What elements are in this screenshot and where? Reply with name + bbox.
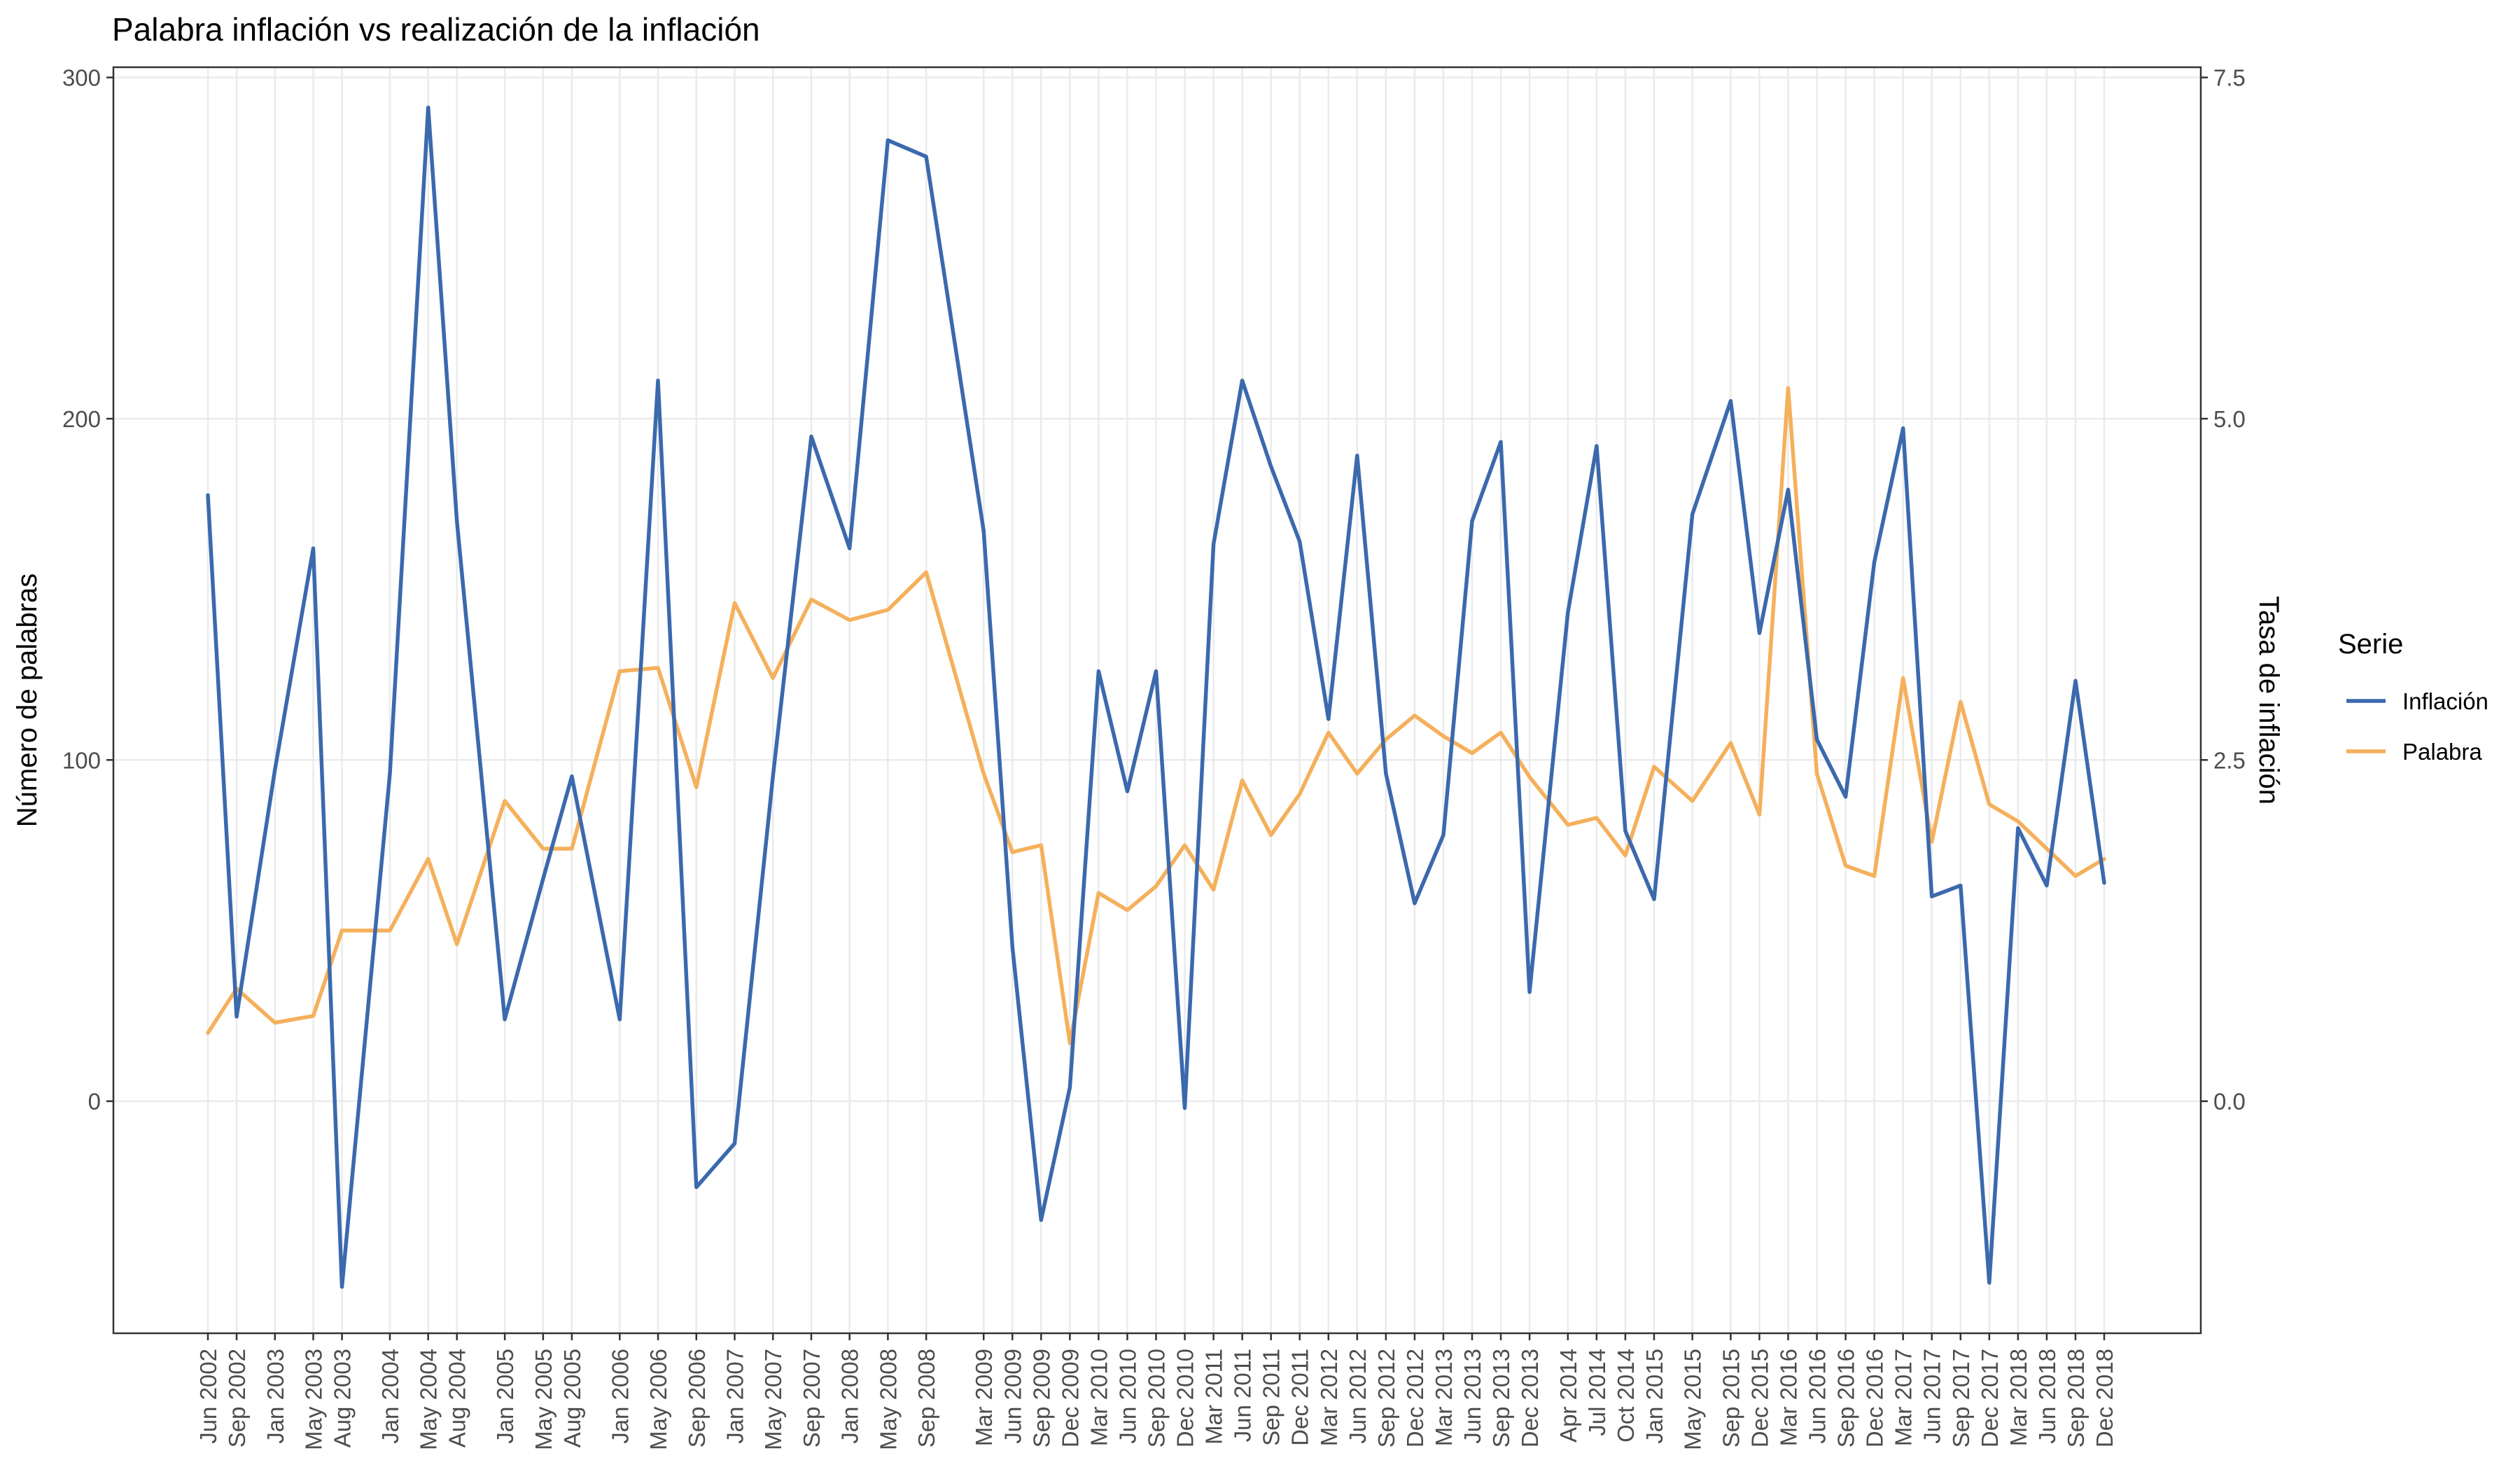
- x-tick-label: May 2015: [1680, 1349, 1706, 1450]
- chart-title: Palabra inflación vs realización de la i…: [112, 11, 760, 48]
- y-axis-label-right: Tasa de inflación: [2253, 596, 2284, 805]
- y-tick-label-right: 5.0: [2213, 406, 2246, 432]
- x-tick-label: Jun 2017: [1919, 1349, 1945, 1444]
- x-tick-label: Mar 2011: [1201, 1349, 1227, 1445]
- x-tick-label: Jan 2005: [492, 1349, 518, 1444]
- x-tick-label: Apr 2014: [1555, 1349, 1581, 1442]
- y-axis-label-left: Número de palabras: [12, 573, 43, 827]
- x-tick-label: Dec 2016: [1862, 1349, 1888, 1447]
- y-tick-label-left: 300: [62, 65, 101, 91]
- x-tick-label: Sep 2012: [1373, 1349, 1399, 1447]
- x-tick-label: Sep 2013: [1488, 1349, 1514, 1447]
- x-tick-label: Jun 2018: [2034, 1349, 2060, 1444]
- x-tick-label: Jun 2011: [1230, 1349, 1256, 1442]
- x-tick-label: Jan 2015: [1642, 1349, 1667, 1444]
- x-tick-label: May 2003: [301, 1349, 327, 1450]
- x-tick-label: Jan 2007: [722, 1349, 748, 1444]
- x-tick-label: Dec 2010: [1172, 1349, 1198, 1447]
- x-tick-label: Mar 2010: [1086, 1349, 1112, 1446]
- x-tick-label: Mar 2012: [1316, 1349, 1342, 1446]
- x-tick-label: Jul 2014: [1584, 1349, 1610, 1436]
- x-tick-label: May 2008: [875, 1349, 901, 1450]
- x-tick-label: Aug 2003: [330, 1349, 356, 1447]
- y-tick-label-left: 100: [62, 747, 101, 773]
- series-lines: [206, 105, 2106, 1289]
- y-tick-label-left: 200: [62, 406, 101, 432]
- x-tick-label: Oct 2014: [1613, 1349, 1639, 1442]
- x-tick-label: Mar 2013: [1431, 1349, 1457, 1446]
- x-tick-label: Sep 2011: [1259, 1349, 1284, 1446]
- y-tick-label-right: 0.0: [2213, 1089, 2246, 1115]
- x-tick-label: Dec 2011: [1287, 1349, 1313, 1446]
- x-tick-label: Jun 2010: [1114, 1349, 1140, 1444]
- y-tick-label-right: 2.5: [2213, 747, 2246, 773]
- x-tick-label: Jun 2016: [1805, 1349, 1830, 1444]
- x-tick-label: Dec 2012: [1402, 1349, 1428, 1447]
- y-tick-label-right: 7.5: [2213, 65, 2246, 91]
- series-line-inflacion: [206, 105, 2106, 1289]
- x-tick-label: Jan 2003: [262, 1349, 288, 1444]
- x-tick-label: Jun 2002: [195, 1349, 221, 1444]
- y-axis-right: 0.0 2.5 5.0 7.5: [2201, 65, 2246, 1115]
- x-tick-label: May 2005: [531, 1349, 556, 1450]
- legend-title: Serie: [2338, 629, 2403, 660]
- x-tick-label: Mar 2017: [1891, 1349, 1917, 1446]
- x-tick-label: May 2007: [760, 1349, 786, 1450]
- x-tick-label: Sep 2007: [799, 1349, 825, 1447]
- x-tick-label: Sep 2015: [1718, 1349, 1744, 1447]
- x-tick-label: Dec 2013: [1517, 1349, 1543, 1447]
- x-tick-label: Sep 2002: [224, 1349, 250, 1447]
- x-tick-label: May 2006: [645, 1349, 671, 1450]
- x-tick-label: Dec 2009: [1057, 1349, 1083, 1447]
- series-line-palabra: [206, 386, 2106, 1045]
- y-tick-label-left: 0: [88, 1089, 101, 1115]
- x-tick-label: Sep 2017: [1948, 1349, 1974, 1447]
- x-tick-label: Sep 2006: [684, 1349, 710, 1447]
- x-tick-label: Jan 2008: [837, 1349, 863, 1444]
- x-tick-label: Dec 2017: [1977, 1349, 2003, 1447]
- y-axis-left: 0 100 200 300: [62, 65, 113, 1115]
- x-tick-label: Dec 2018: [2092, 1349, 2118, 1447]
- x-tick-label: Jan 2006: [607, 1349, 633, 1444]
- x-tick-label: Sep 2008: [913, 1349, 939, 1447]
- x-tick-label: Dec 2015: [1746, 1349, 1772, 1447]
- grid: [113, 67, 2201, 1333]
- x-tick-label: Mar 2018: [2005, 1349, 2031, 1446]
- x-tick-label: Sep 2010: [1144, 1349, 1170, 1447]
- x-axis: Jun 2002 Sep 2002 Jan 2003 May 2003 Aug 2003…: [195, 1333, 2118, 1450]
- x-tick-label: Jan 2004: [377, 1349, 403, 1444]
- x-tick-label: Mar 2009: [971, 1349, 997, 1446]
- x-tick-label: Aug 2004: [444, 1349, 470, 1447]
- legend-label-inflacion: Inflación: [2402, 688, 2488, 714]
- x-tick-label: Jun 2012: [1345, 1349, 1371, 1444]
- x-tick-label: Jun 2009: [1000, 1349, 1026, 1444]
- x-tick-label: Sep 2018: [2063, 1349, 2089, 1447]
- legend: Serie Inflación Palabra: [2338, 629, 2488, 765]
- x-tick-label: May 2004: [416, 1349, 442, 1450]
- x-tick-label: Sep 2016: [1833, 1349, 1859, 1447]
- legend-label-palabra: Palabra: [2402, 739, 2482, 765]
- x-tick-label: Aug 2005: [559, 1349, 585, 1447]
- panel-border: [112, 66, 2202, 1335]
- x-tick-label: Mar 2016: [1776, 1349, 1802, 1446]
- x-tick-label: Sep 2009: [1028, 1349, 1054, 1447]
- x-tick-label: Jun 2013: [1460, 1349, 1485, 1444]
